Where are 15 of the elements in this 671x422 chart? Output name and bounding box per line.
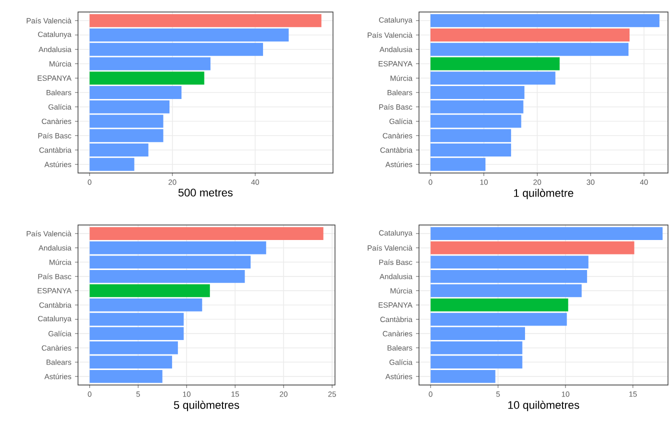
bar: [430, 57, 560, 70]
bar: [430, 227, 663, 240]
bar: [90, 227, 324, 240]
x-axis-title: 500 metres: [178, 188, 233, 196]
x-axis-title: 5 quilòmetres: [174, 400, 240, 412]
bar: [430, 28, 630, 42]
x-axis-title: 10 quilòmetres: [508, 400, 580, 412]
bar: [90, 72, 204, 85]
bar: [430, 241, 634, 254]
bar: [430, 14, 660, 28]
bar: [90, 284, 210, 298]
bar: [90, 14, 322, 28]
bar: [430, 298, 568, 312]
x-axis-title: 1 quilòmetre: [514, 188, 574, 200]
bar: [430, 42, 629, 56]
